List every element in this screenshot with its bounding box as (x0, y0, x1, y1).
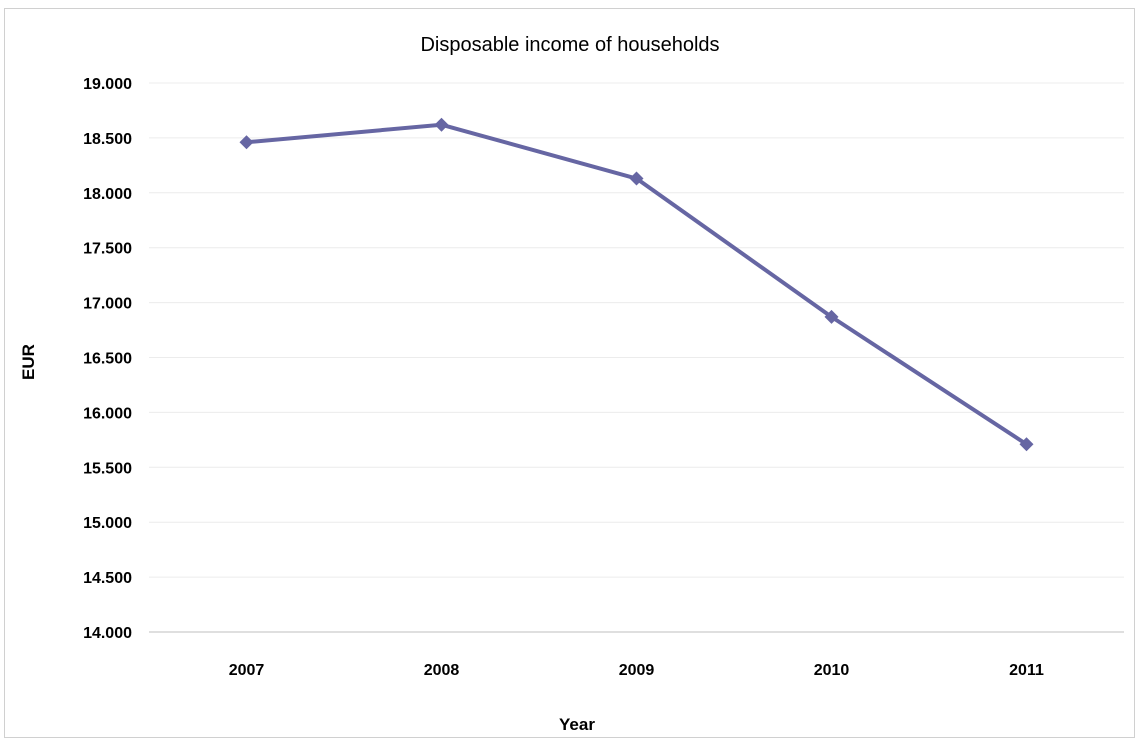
x-axis-label: Year (559, 715, 595, 734)
y-tick-label: 14.500 (83, 570, 132, 587)
y-tick-label: 16.500 (83, 351, 132, 368)
data-point-marker (824, 309, 839, 324)
x-tick-label: 2010 (814, 662, 850, 679)
data-point-marker (629, 171, 644, 186)
y-tick-label: 19.000 (83, 76, 132, 93)
y-tick-label: 15.500 (83, 460, 132, 477)
gridlines (149, 82, 1124, 578)
y-tick-label: 17.500 (83, 241, 132, 258)
x-tick-label: 2007 (229, 662, 265, 679)
chart-frame (4, 8, 1135, 738)
y-axis-tick-labels: 14.000 14.500 15.000 15.500 16.000 16.500 17.0… (83, 76, 132, 642)
y-tick-label: 14.000 (83, 625, 132, 642)
y-axis-label: EUR (19, 344, 38, 380)
y-tick-label: 15.000 (83, 515, 132, 532)
data-point-marker (1019, 437, 1034, 452)
x-tick-label: 2008 (424, 662, 460, 679)
series-layer (239, 117, 1034, 452)
x-tick-label: 2011 (1009, 662, 1044, 679)
x-axis-tick-labels: 2007 2008 2009 2010 2011 (229, 662, 1044, 679)
data-point-marker (434, 117, 449, 132)
y-tick-label: 18.500 (83, 131, 132, 148)
data-point-marker (239, 135, 254, 150)
x-tick-label: 2009 (619, 662, 655, 679)
y-tick-label: 16.000 (83, 405, 132, 422)
y-tick-label: 18.000 (83, 186, 132, 203)
y-tick-label: 17.000 (83, 296, 132, 313)
chart-title: Disposable income of households (420, 34, 719, 56)
